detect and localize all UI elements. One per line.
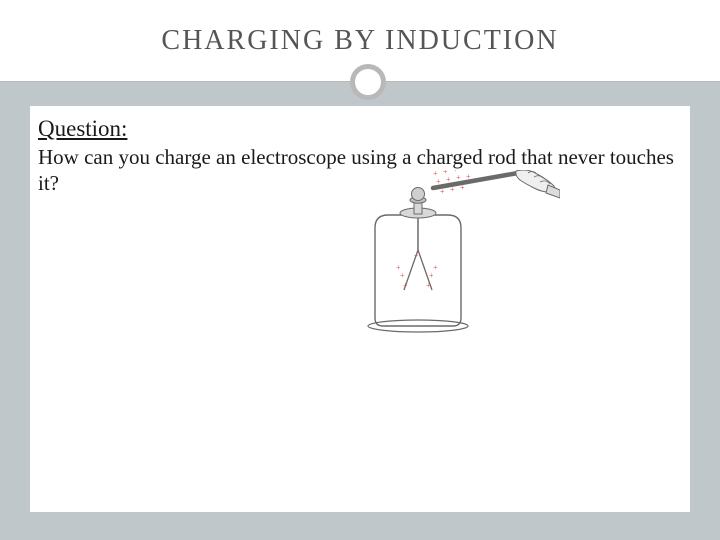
title-ring-ornament [350, 64, 386, 100]
question-label: Question: [38, 116, 680, 142]
electroscope-illustration: + + + + + + + + [330, 170, 560, 340]
svg-text:+: + [440, 187, 445, 196]
content-box: Question: How can you charge an electros… [30, 106, 690, 512]
body-area: Question: How can you charge an electros… [0, 82, 720, 540]
svg-text:+: + [429, 271, 434, 280]
svg-text:+: + [456, 173, 461, 182]
slide: CHARGING BY INDUCTION Question: How can … [0, 0, 720, 540]
svg-text:+: + [433, 170, 438, 178]
header-area: CHARGING BY INDUCTION [0, 0, 720, 82]
svg-text:+: + [403, 281, 408, 290]
svg-text:+: + [450, 185, 455, 194]
leaf-charges: + + + + + + + [396, 251, 438, 290]
svg-text:+: + [426, 281, 431, 290]
svg-text:+: + [396, 263, 401, 272]
svg-text:+: + [433, 263, 438, 272]
slide-title: CHARGING BY INDUCTION [161, 25, 558, 57]
bell-jar-icon: + + + + + + + [368, 188, 468, 333]
svg-text:+: + [466, 172, 471, 181]
svg-text:+: + [436, 177, 441, 186]
svg-text:+: + [460, 183, 465, 192]
charged-rod-icon: + + + + + + + + + + [433, 170, 518, 196]
svg-text:+: + [446, 175, 451, 184]
svg-text:+: + [443, 170, 448, 176]
svg-text:+: + [453, 170, 458, 174]
svg-text:+: + [400, 271, 405, 280]
svg-text:+: + [414, 251, 419, 260]
hand-icon [516, 170, 560, 198]
